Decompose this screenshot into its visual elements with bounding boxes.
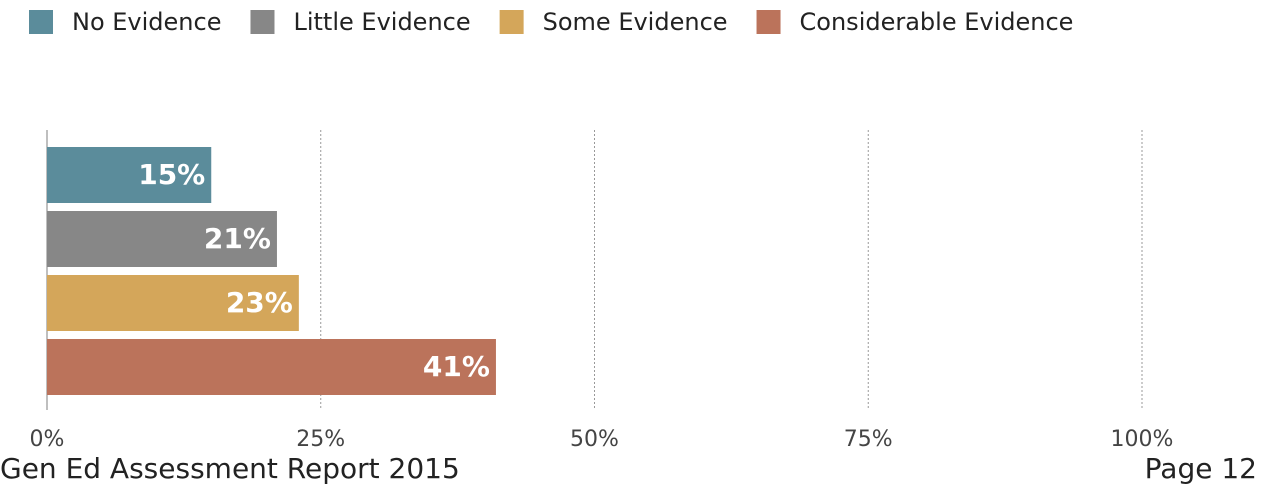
x-tick-label: 25% [296, 427, 345, 452]
footer-right: Page 12 [1145, 452, 1257, 485]
bar-label: 21% [204, 222, 271, 255]
legend-swatch [29, 10, 53, 34]
bar [47, 275, 299, 331]
bar-label: 41% [423, 350, 490, 383]
legend-swatch [250, 10, 275, 34]
bar [47, 211, 277, 267]
bar [47, 339, 496, 395]
legend-swatch [499, 10, 524, 34]
bar-label: 23% [226, 286, 293, 319]
legend-label: Little Evidence [293, 8, 470, 36]
x-tick-label: 100% [1111, 427, 1174, 452]
legend-swatch [756, 10, 781, 34]
bar-label: 15% [138, 158, 205, 191]
legend-label: Some Evidence [543, 8, 728, 36]
x-tick-label: 0% [30, 427, 65, 452]
x-tick-label: 50% [570, 427, 619, 452]
footer-left: Gen Ed Assessment Report 2015 [0, 452, 460, 485]
legend-label: No Evidence [72, 8, 221, 36]
bar [47, 147, 212, 203]
x-tick-label: 75% [844, 427, 893, 452]
legend-label: Considerable Evidence [800, 8, 1074, 36]
